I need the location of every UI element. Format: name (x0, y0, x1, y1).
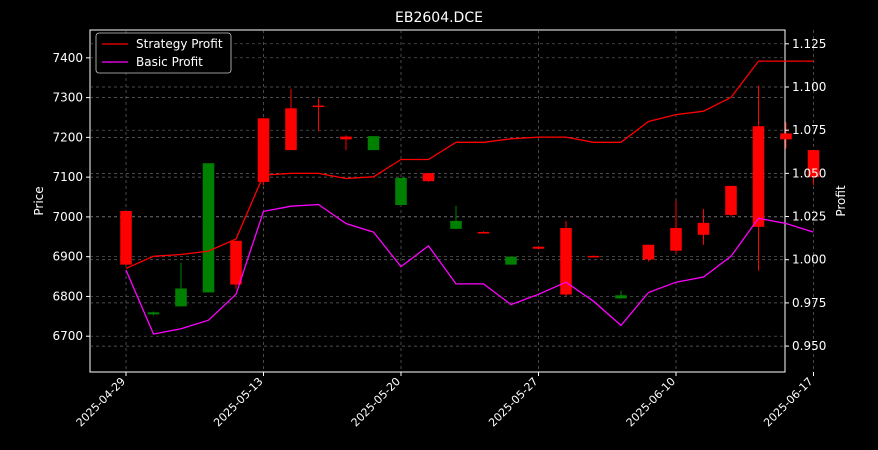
candle-body (615, 295, 627, 299)
profit-lines (125, 60, 814, 335)
series-line (125, 203, 814, 335)
candle-body (230, 240, 242, 285)
axes: 2025-04-29 2025-05-13 2025-05-20 2025-05-27… (32, 37, 848, 430)
x-tick-label: 2025-05-20 (349, 375, 403, 429)
y-tick-label-left: 7200 (52, 130, 83, 144)
y-tick-label-left: 6700 (52, 329, 83, 343)
y-tick-label-right: 1.125 (792, 37, 826, 51)
legend-box (95, 32, 232, 74)
candle-body (120, 210, 132, 265)
x-tick-label: 2025-06-10 (624, 375, 678, 429)
y-tick-label-left: 7100 (52, 170, 83, 184)
candle-body (367, 136, 380, 151)
x-tick-label: 2025-05-27 (486, 375, 540, 429)
candle-body (642, 244, 655, 260)
y-axis-label-left: Price (32, 186, 46, 215)
y-tick-label-left: 7300 (52, 91, 83, 105)
candle-body (587, 255, 600, 258)
y-axis-label-right: Profit (834, 185, 848, 217)
y-tick-label-right: 1.025 (792, 210, 826, 224)
candle-body (312, 105, 325, 108)
y-tick-label-left: 7400 (52, 51, 83, 65)
x-tick-label: 2025-04-29 (74, 375, 128, 429)
grid (90, 30, 814, 372)
y-tick-label-left: 6900 (52, 250, 83, 264)
candle-body (285, 108, 297, 151)
x-tick-label: 2025-06-17 (761, 375, 815, 429)
plot-frame (89, 29, 786, 373)
legend-label: Basic Profit (136, 55, 203, 69)
candle-body (340, 136, 352, 140)
x-tick-label: 2025-05-13 (211, 375, 265, 429)
candle-body (395, 177, 407, 205)
candle-body (202, 163, 215, 293)
candle-body (450, 220, 462, 229)
y-tick-label-left: 6800 (52, 289, 83, 303)
y-tick-label-right: 0.950 (792, 339, 826, 353)
y-tick-label-right: 1.050 (792, 166, 826, 180)
candle-body (807, 150, 820, 178)
candle-body (532, 246, 545, 249)
y-tick-label-left: 7000 (52, 210, 83, 224)
candle-body (175, 288, 187, 307)
candle-body (422, 173, 435, 182)
candle-body (752, 126, 765, 227)
candle-body (257, 118, 270, 182)
candle-body (505, 256, 517, 265)
y-tick-label-right: 0.975 (792, 296, 826, 310)
candle-body (477, 232, 490, 234)
candle-body (147, 312, 160, 315)
y-tick-label-right: 1.075 (792, 123, 826, 137)
y-tick-label-right: 1.000 (792, 253, 826, 267)
y-tick-label-right: 1.100 (792, 80, 826, 94)
candle-body (780, 133, 792, 140)
candle-body (670, 228, 682, 251)
chart-title: EB2604.DCE (395, 10, 483, 26)
candles (120, 85, 820, 316)
legend: Strategy Profit Basic Profit (95, 32, 232, 74)
candle-body (560, 228, 572, 295)
candle-body (725, 185, 737, 215)
series-line (125, 60, 814, 269)
candle-body (697, 222, 710, 235)
legend-label: Strategy Profit (136, 37, 223, 51)
